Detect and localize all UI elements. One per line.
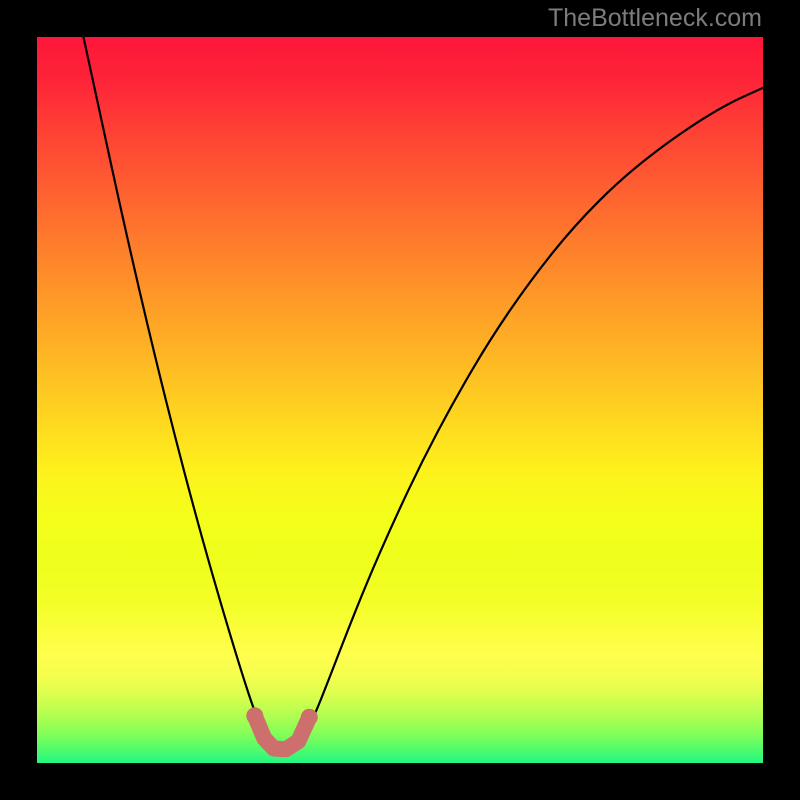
watermark-text: TheBottleneck.com	[548, 4, 762, 33]
plot-area	[37, 37, 763, 763]
dip-marker-dot-right	[301, 709, 318, 726]
dip-marker-dot-left	[246, 707, 263, 724]
bottleneck-chart	[37, 37, 763, 763]
gradient-background	[37, 37, 763, 763]
